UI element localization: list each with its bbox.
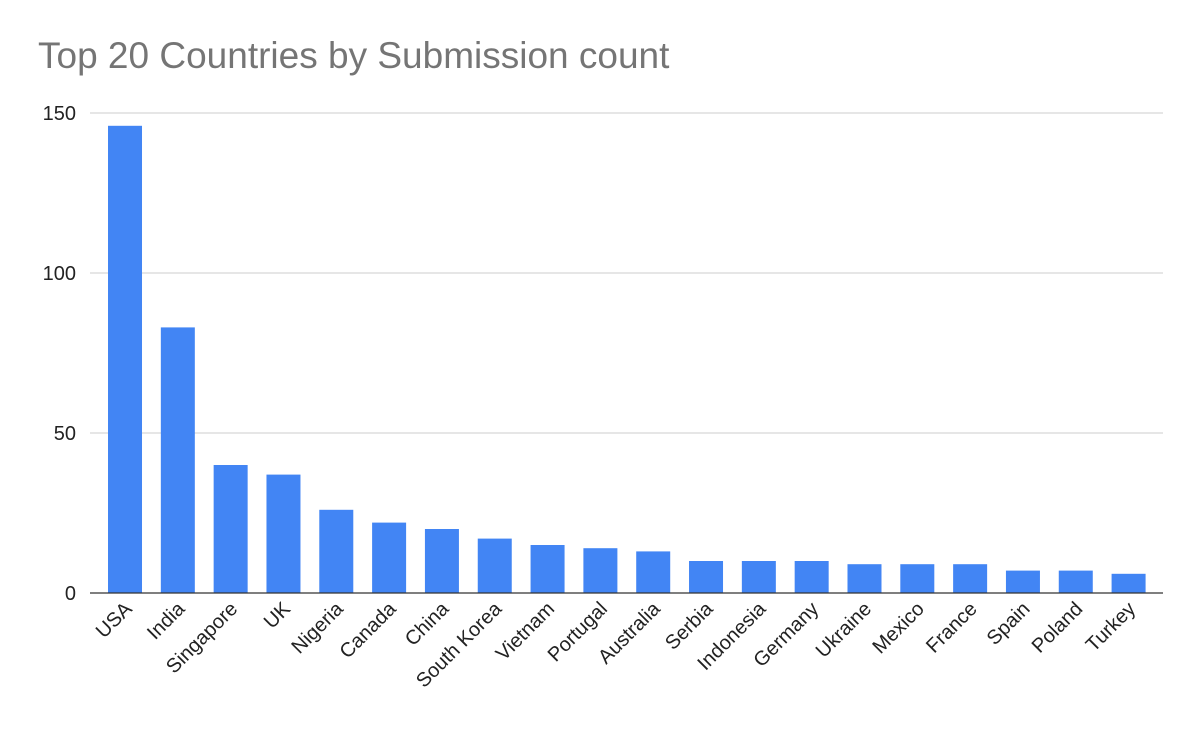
bar: [424, 529, 459, 593]
y-tick-label: 150: [43, 103, 76, 125]
bar: [953, 564, 988, 593]
y-tick-label: 100: [43, 263, 76, 285]
bar: [583, 548, 618, 593]
bar: [160, 327, 195, 593]
bar: [213, 465, 248, 593]
bar: [1111, 573, 1146, 593]
bar: [530, 545, 565, 593]
bar: [794, 561, 829, 593]
bar: [1058, 570, 1093, 593]
bar: [741, 561, 776, 593]
bar: [900, 564, 935, 593]
bar: [1005, 570, 1040, 593]
bar: [266, 474, 301, 593]
bar: [372, 522, 407, 593]
bar: [477, 538, 512, 593]
y-tick-label: 0: [65, 583, 76, 605]
chart-title: Top 20 Countries by Submission count: [38, 35, 670, 76]
bar: [689, 561, 724, 593]
y-tick-label: 50: [54, 423, 76, 445]
bar: [847, 564, 882, 593]
bar: [319, 509, 354, 593]
bar: [636, 551, 671, 593]
bar: [108, 125, 143, 594]
